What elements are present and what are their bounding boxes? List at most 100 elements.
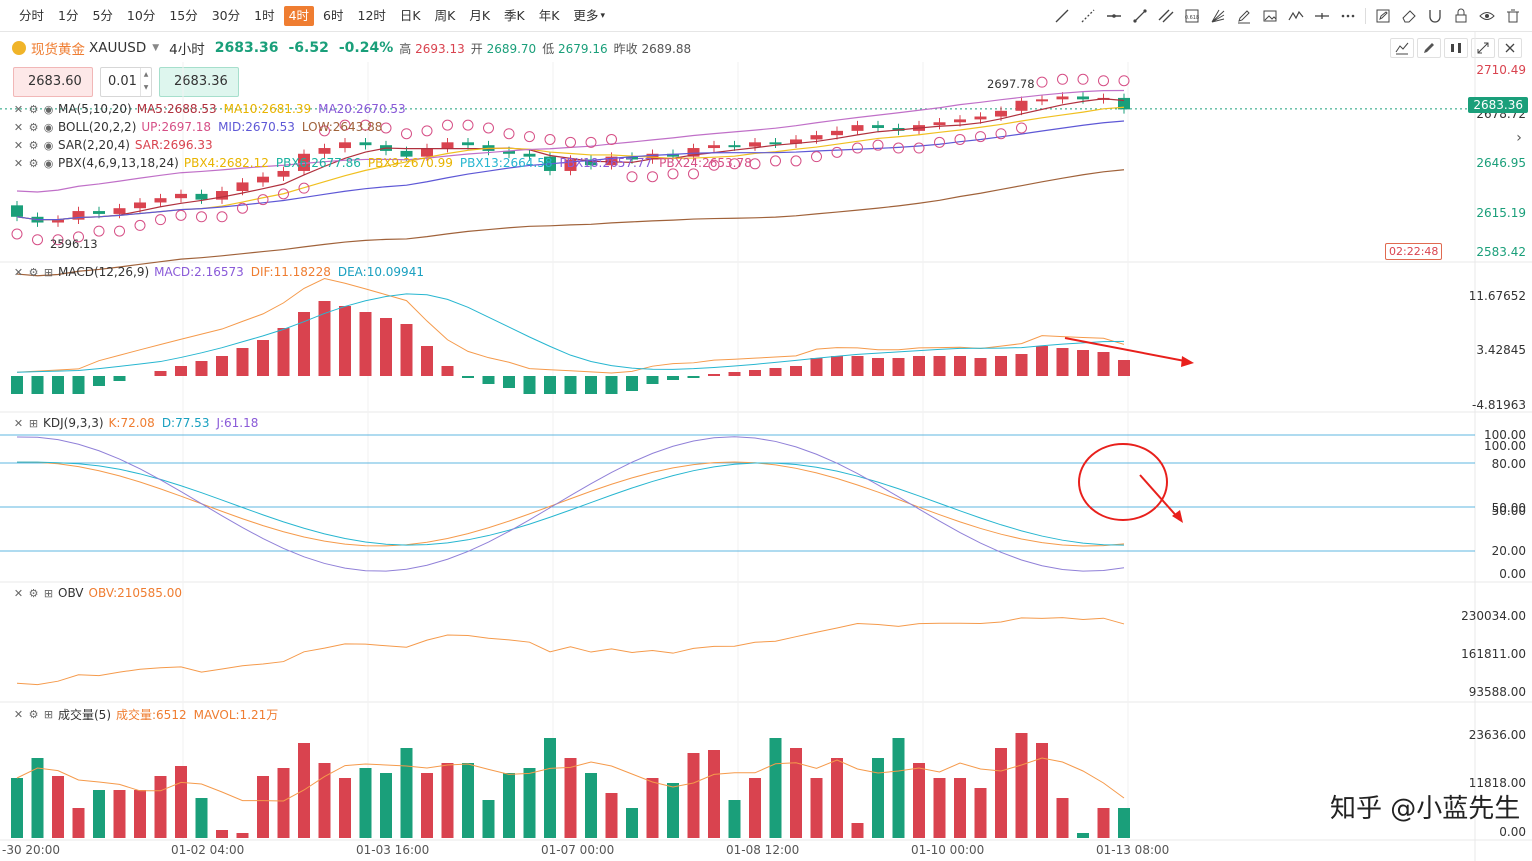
draw-icon[interactable]: [1417, 38, 1441, 58]
gear-icon[interactable]: ⚙: [28, 138, 39, 152]
gear-icon[interactable]: ⚙: [28, 156, 39, 170]
eye-icon[interactable]: [1474, 4, 1500, 28]
macd-histogram-bar: [974, 358, 987, 376]
price-change-pct: -0.24%: [338, 40, 394, 56]
ray-icon[interactable]: [1075, 4, 1101, 28]
symbol-code[interactable]: XAUUSD: [89, 40, 147, 56]
candle-body: [359, 142, 372, 146]
kdj-legend: ✕ ⊞ KDJ(9,3,3) K:72.08 D:77.53 J:61.18: [12, 416, 265, 430]
quantity-value[interactable]: 0.01: [108, 74, 137, 89]
expand-icon[interactable]: ⊞: [43, 265, 54, 279]
macd-histogram-bar: [298, 312, 310, 376]
period-label[interactable]: 4小时: [169, 42, 205, 58]
magnet-icon[interactable]: [1422, 4, 1448, 28]
close-icon[interactable]: ✕: [13, 586, 24, 600]
horizontal-line-icon[interactable]: [1101, 4, 1127, 28]
timeframe-1[interactable]: 1分: [58, 7, 79, 23]
trash-icon[interactable]: [1500, 4, 1526, 28]
gear-icon[interactable]: ⚙: [28, 265, 39, 279]
sar-dot: [893, 142, 904, 154]
expand-icon[interactable]: ⊞: [43, 708, 54, 721]
time-axis-label: 01-07 00:00: [541, 843, 615, 857]
gear-icon[interactable]: ⚙: [28, 708, 39, 721]
buy-button[interactable]: 2683.36: [159, 67, 239, 97]
timeframe-0[interactable]: 分时: [19, 7, 45, 23]
macd-histogram-bar: [31, 376, 44, 394]
close-icon[interactable]: ✕: [13, 416, 24, 430]
timeframe-3[interactable]: 10分: [126, 7, 156, 23]
candle-body: [974, 116, 987, 120]
volume-bar: [626, 808, 638, 838]
timeframe-6[interactable]: 1时: [254, 7, 275, 23]
timeframe-13[interactable]: 季K: [504, 7, 525, 23]
candle-body: [933, 122, 946, 126]
indicator-icon[interactable]: [1390, 38, 1414, 58]
timeframe-4[interactable]: 15分: [169, 7, 198, 23]
volume-bar: [1015, 733, 1028, 838]
timeframe-11[interactable]: 周K: [434, 7, 456, 23]
quantity-stepper[interactable]: 0.01 ▲ ▼: [100, 67, 152, 97]
timeframe-12[interactable]: 月K: [469, 7, 491, 23]
hline-icon[interactable]: [1309, 4, 1335, 28]
segment-icon[interactable]: [1127, 4, 1153, 28]
fullscreen-icon[interactable]: [1471, 38, 1495, 58]
sar-dot: [688, 168, 699, 180]
more-dots-icon[interactable]: [1335, 4, 1361, 28]
wave-icon[interactable]: [1283, 4, 1309, 28]
sar-dot: [298, 182, 310, 194]
eraser-icon[interactable]: [1396, 4, 1422, 28]
close-icon[interactable]: [1498, 38, 1522, 58]
volume-bar: [1036, 743, 1048, 838]
sell-button[interactable]: 2683.60: [13, 67, 93, 97]
fib-icon[interactable]: 0.618: [1179, 4, 1205, 28]
eye-icon[interactable]: ◉: [43, 156, 54, 170]
timeframe-5[interactable]: 30分: [211, 7, 241, 23]
timeframe-9[interactable]: 12时: [357, 7, 386, 23]
macd-histogram-bar: [503, 376, 515, 388]
timeframe-15[interactable]: 更多: [573, 7, 599, 23]
chevron-down-icon[interactable]: ▾: [600, 10, 605, 21]
sar-legend: ✕ ⚙ ◉ SAR(2,20,4) SAR:2696.33: [12, 138, 220, 152]
pen-icon[interactable]: [1231, 4, 1257, 28]
expand-icon[interactable]: ⊞: [28, 416, 39, 430]
compare-icon[interactable]: [1444, 38, 1468, 58]
stepper-arrows-icon[interactable]: ▲ ▼: [140, 68, 151, 96]
close-icon[interactable]: ✕: [13, 120, 24, 134]
channel-icon[interactable]: [1153, 4, 1179, 28]
symbol-name[interactable]: 现货黄金: [31, 42, 85, 58]
timeframe-10[interactable]: 日K: [399, 7, 421, 23]
close-icon[interactable]: ✕: [13, 156, 24, 170]
timeframe-14[interactable]: 年K: [538, 7, 560, 23]
macd-histogram-bar: [544, 376, 556, 394]
candle-body: [523, 153, 536, 157]
trendline-icon[interactable]: [1049, 4, 1075, 28]
timeframe-8[interactable]: 6时: [323, 7, 344, 23]
expand-icon[interactable]: ⊞: [43, 586, 54, 600]
close-icon[interactable]: ✕: [13, 708, 24, 721]
timeframe-7[interactable]: 4时: [283, 5, 315, 26]
eye-icon[interactable]: ◉: [43, 102, 54, 116]
volume-bar: [605, 793, 618, 838]
kdj-d-line: [16, 461, 1125, 546]
gear-icon[interactable]: ⚙: [28, 586, 39, 600]
close-icon[interactable]: ✕: [13, 265, 24, 279]
fan-icon[interactable]: [1205, 4, 1231, 28]
image-icon[interactable]: [1257, 4, 1283, 28]
edit-icon[interactable]: [1370, 4, 1396, 28]
close-icon[interactable]: ✕: [13, 138, 24, 152]
kdj-axis-label: 100.00: [1484, 428, 1526, 442]
macd-histogram-bar: [851, 356, 864, 376]
timeframe-2[interactable]: 5分: [92, 7, 113, 23]
kdj-axis-label: 0.00: [1499, 567, 1526, 581]
volume-bar: [441, 763, 454, 838]
eye-icon[interactable]: ◉: [43, 120, 54, 134]
chevron-right-icon[interactable]: ›: [1516, 130, 1522, 146]
volume-bar: [462, 763, 474, 838]
close-icon[interactable]: ✕: [13, 102, 24, 116]
chevron-down-icon[interactable]: ▼: [152, 43, 160, 53]
gear-icon[interactable]: ⚙: [28, 102, 39, 116]
lock-icon[interactable]: [1448, 4, 1474, 28]
eye-icon[interactable]: ◉: [43, 138, 54, 152]
gear-icon[interactable]: ⚙: [28, 120, 39, 134]
